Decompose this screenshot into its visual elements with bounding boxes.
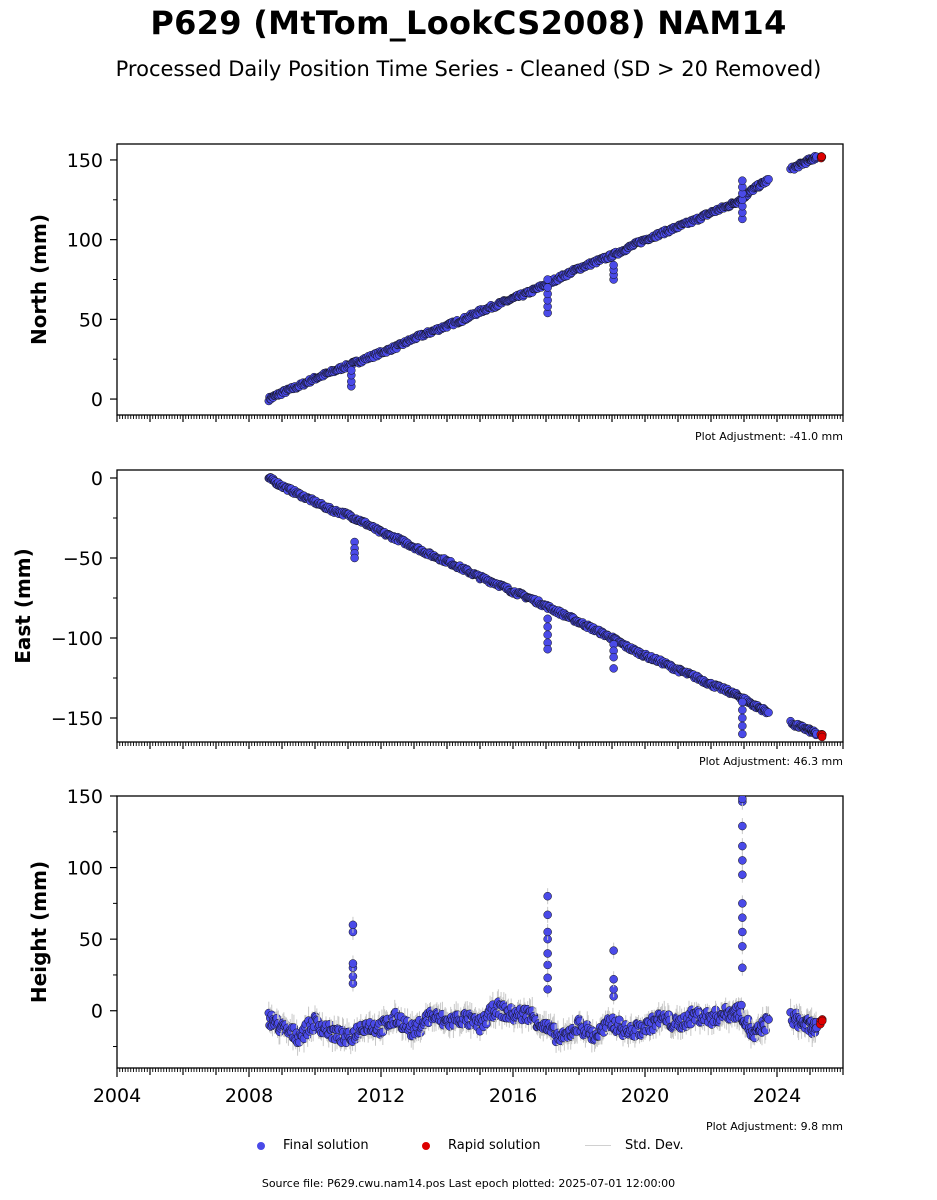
legend-rapid-marker (422, 1141, 430, 1150)
x-tick-label: 2020 (621, 1085, 669, 1107)
final-solution-point (738, 796, 747, 804)
legend: Final solution Rapid solution Std. Dev. (0, 1138, 937, 1158)
plot-adjustment: Plot Adjustment: 46.3 mm (699, 755, 843, 768)
final-solution-point (609, 946, 618, 955)
legend-final: Final solution (257, 1138, 369, 1153)
final-solution-point (543, 630, 552, 640)
final-solution-point (543, 644, 552, 654)
final-solution-point (609, 652, 618, 662)
rapid-solution-point (817, 152, 826, 161)
final-solution-point (738, 927, 747, 937)
final-solution-point (609, 260, 618, 270)
final-solution-point (543, 973, 552, 983)
x-tick-label: 2016 (489, 1085, 537, 1107)
final-solution-point (738, 821, 747, 831)
plot-adjustment: Plot Adjustment: 9.8 mm (706, 1120, 843, 1133)
chart-subtitle: Processed Daily Position Time Series - C… (115, 57, 822, 81)
legend-final-label: Final solution (283, 1138, 369, 1153)
legend-std: Std. Dev. (585, 1138, 684, 1153)
y-tick-label: 0 (91, 468, 103, 490)
final-solution-point (543, 960, 552, 970)
final-solution-point (543, 283, 552, 292)
y-tick-label: 100 (67, 858, 103, 880)
final-solution-point (609, 974, 618, 984)
plot-adjustment: Plot Adjustment: -41.0 mm (695, 430, 843, 443)
y-tick-label: 0 (91, 1001, 103, 1023)
y-axis-label: Height (mm) (27, 861, 51, 1003)
final-solution-point (738, 870, 747, 879)
final-solution-point (609, 664, 618, 673)
final-solution-point (347, 366, 356, 375)
final-solution-point (738, 841, 747, 851)
final-solution-point (738, 963, 747, 973)
chart-title: P629 (MtTom_LookCS2008) NAM14 (150, 4, 787, 42)
final-solution-point (543, 891, 552, 901)
final-solution-point (738, 942, 747, 951)
final-solution-point (543, 927, 552, 937)
y-tick-label: 100 (67, 230, 103, 252)
final-solution-point (543, 622, 552, 632)
legend-rapid-label: Rapid solution (448, 1138, 541, 1153)
y-tick-label: −50 (63, 548, 103, 570)
x-tick-label: 2008 (225, 1085, 273, 1107)
data-layer (264, 796, 827, 1056)
plot-frame-2 (116, 469, 844, 743)
legend-final-marker (257, 1141, 265, 1150)
legend-std-label: Std. Dev. (625, 1138, 684, 1153)
final-solution-point (764, 1015, 773, 1024)
final-solution-point (738, 697, 747, 707)
y-axis-label: North (mm) (27, 214, 51, 345)
final-solution-point (764, 175, 773, 184)
final-solution-point (738, 713, 747, 723)
data-layer (264, 151, 827, 406)
data-layer (264, 473, 827, 742)
x-tick-label: 2004 (93, 1085, 141, 1107)
final-solution-point (543, 910, 552, 920)
final-solution-point (738, 721, 747, 731)
legend-std-marker (585, 1145, 611, 1146)
final-solution-point (350, 553, 359, 563)
rapid-solution-point (817, 1016, 827, 1026)
final-solution-point (738, 705, 747, 715)
legend-rapid: Rapid solution (422, 1138, 540, 1153)
y-tick-label: 50 (79, 309, 103, 331)
final-solution-point (543, 275, 552, 284)
y-tick-label: −100 (51, 628, 103, 650)
final-solution-point (737, 1000, 746, 1010)
y-tick-label: −150 (51, 708, 103, 730)
x-tick-label: 2012 (357, 1085, 405, 1107)
final-solution-point (543, 949, 552, 958)
y-tick-label: 150 (67, 786, 103, 808)
final-solution-point (738, 856, 747, 865)
rapid-solution-point (817, 732, 827, 742)
final-solution-point (348, 920, 358, 930)
y-tick-label: 150 (67, 150, 103, 172)
final-solution-point (761, 1026, 770, 1035)
final-solution-point (543, 614, 552, 624)
final-solution-point (738, 913, 747, 922)
y-tick-label: 0 (91, 389, 103, 411)
final-solution-point (738, 899, 747, 908)
y-axis-label: East (mm) (11, 548, 35, 664)
final-solution-point (764, 708, 773, 717)
final-solution-point (743, 1014, 753, 1024)
x-tick-label: 2024 (753, 1085, 801, 1107)
final-solution-point (738, 176, 747, 185)
final-solution-point (738, 729, 747, 739)
y-tick-label: 50 (79, 929, 103, 951)
final-solution-point (543, 985, 552, 994)
source-footer: Source file: P629.cwu.nam14.pos Last epo… (261, 1177, 676, 1190)
final-solution-point (348, 959, 358, 968)
plot-frame-1 (116, 143, 844, 416)
